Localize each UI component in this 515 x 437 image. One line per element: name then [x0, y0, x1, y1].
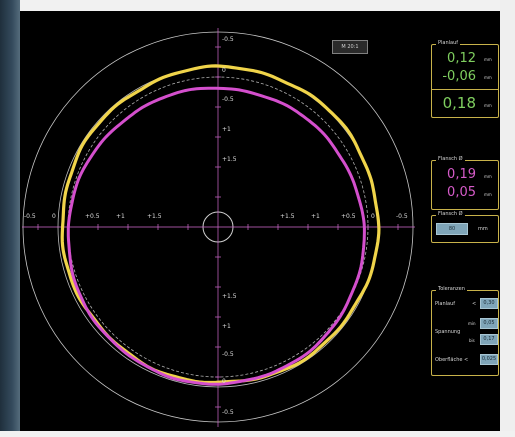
x-tick-label: -0.5	[24, 213, 36, 220]
bis-label: bis	[469, 338, 475, 343]
spannung-min-input[interactable]: 0,05	[480, 318, 498, 329]
y-tick-label: 0	[222, 378, 226, 385]
planlauf-total-value: 0,18	[442, 94, 476, 112]
y-tick-label: +1	[222, 323, 231, 330]
flansch-value-1: 0,19	[447, 167, 476, 182]
x-tick-label: 0	[371, 213, 375, 220]
axis-ticks	[37, 46, 399, 408]
y-tick-label: +1.5	[222, 293, 237, 300]
planlauf-separator	[432, 89, 498, 90]
spannung-bis-input[interactable]: 0,17	[480, 334, 498, 345]
y-tick-label: +1	[222, 126, 231, 133]
top-border	[0, 0, 515, 11]
bottom-border	[0, 431, 515, 437]
y-tick-label: +1.5	[222, 156, 237, 163]
magenta-trace	[66, 86, 366, 386]
flansch-input-unit: mm	[478, 226, 488, 232]
planlauf-max-unit: mm	[484, 57, 492, 62]
planlauf-max-value: 0,12	[447, 51, 476, 66]
toleranzen-panel: Toleranzen Planlauf < 0,30 min 0,05 Span…	[431, 285, 499, 376]
x-tick-label: +1	[116, 213, 125, 220]
flansch-unit-1: mm	[484, 174, 492, 179]
axes	[22, 28, 415, 427]
spannung-label: Spannung	[435, 329, 461, 335]
min-label: min	[468, 321, 476, 326]
x-tick-label: -0.5	[396, 213, 408, 220]
planlauf-tolerance-label: Planlauf	[435, 301, 456, 307]
flansch-title: Flansch Ø	[436, 155, 465, 163]
measurement-screen	[20, 11, 500, 431]
planlauf-panel: Planlauf 0,12 mm -0,06 mm 0,18 mm	[431, 39, 499, 118]
flansch-panel: Flansch Ø 0,19 mm 0,05 mm	[431, 155, 499, 210]
planlauf-min-value: -0,06	[442, 69, 476, 84]
x-tick-label: +1.5	[280, 213, 295, 220]
axis-labels: -0.5 0 +0.5 +1 +1.5 +1.5 +1 +0.5 0 -0.5 …	[24, 36, 408, 416]
x-tick-label: +0.5	[85, 213, 100, 220]
right-window-edge	[500, 0, 515, 437]
oberflaeche-input[interactable]: 0,025	[480, 354, 498, 365]
scale-badge[interactable]: M 20:1	[332, 40, 368, 54]
planlauf-title: Planlauf	[436, 39, 461, 47]
flansch-value-2: 0,05	[447, 185, 476, 200]
x-tick-label: +1	[311, 213, 320, 220]
planlauf-tolerance-input[interactable]: 0,30	[480, 298, 498, 309]
planlauf-min-unit: mm	[484, 75, 492, 80]
x-tick-label: +0.5	[341, 213, 356, 220]
flansch-diameter-input[interactable]: 80	[436, 223, 468, 235]
toleranzen-title: Toleranzen	[436, 285, 467, 293]
oberflaeche-label: Oberfläche <	[435, 357, 469, 363]
x-tick-label: +1.5	[147, 213, 162, 220]
flansch-input-title: Flansch Ø	[436, 210, 465, 218]
y-tick-label: -0.5	[222, 36, 234, 43]
y-tick-label: -0.5	[222, 409, 234, 416]
yellow-trace	[60, 64, 381, 385]
x-tick-label: 0	[52, 213, 56, 220]
flansch-unit-2: mm	[484, 192, 492, 197]
y-tick-label: 0	[222, 67, 226, 74]
planlauf-total-unit: mm	[484, 103, 492, 108]
less-than-sign: <	[472, 301, 477, 307]
flansch-input-panel: Flansch Ø 80 mm	[431, 210, 499, 243]
left-window-edge	[0, 0, 20, 437]
y-tick-label: -0.5	[222, 96, 234, 103]
y-tick-label: -0.5	[222, 351, 234, 358]
